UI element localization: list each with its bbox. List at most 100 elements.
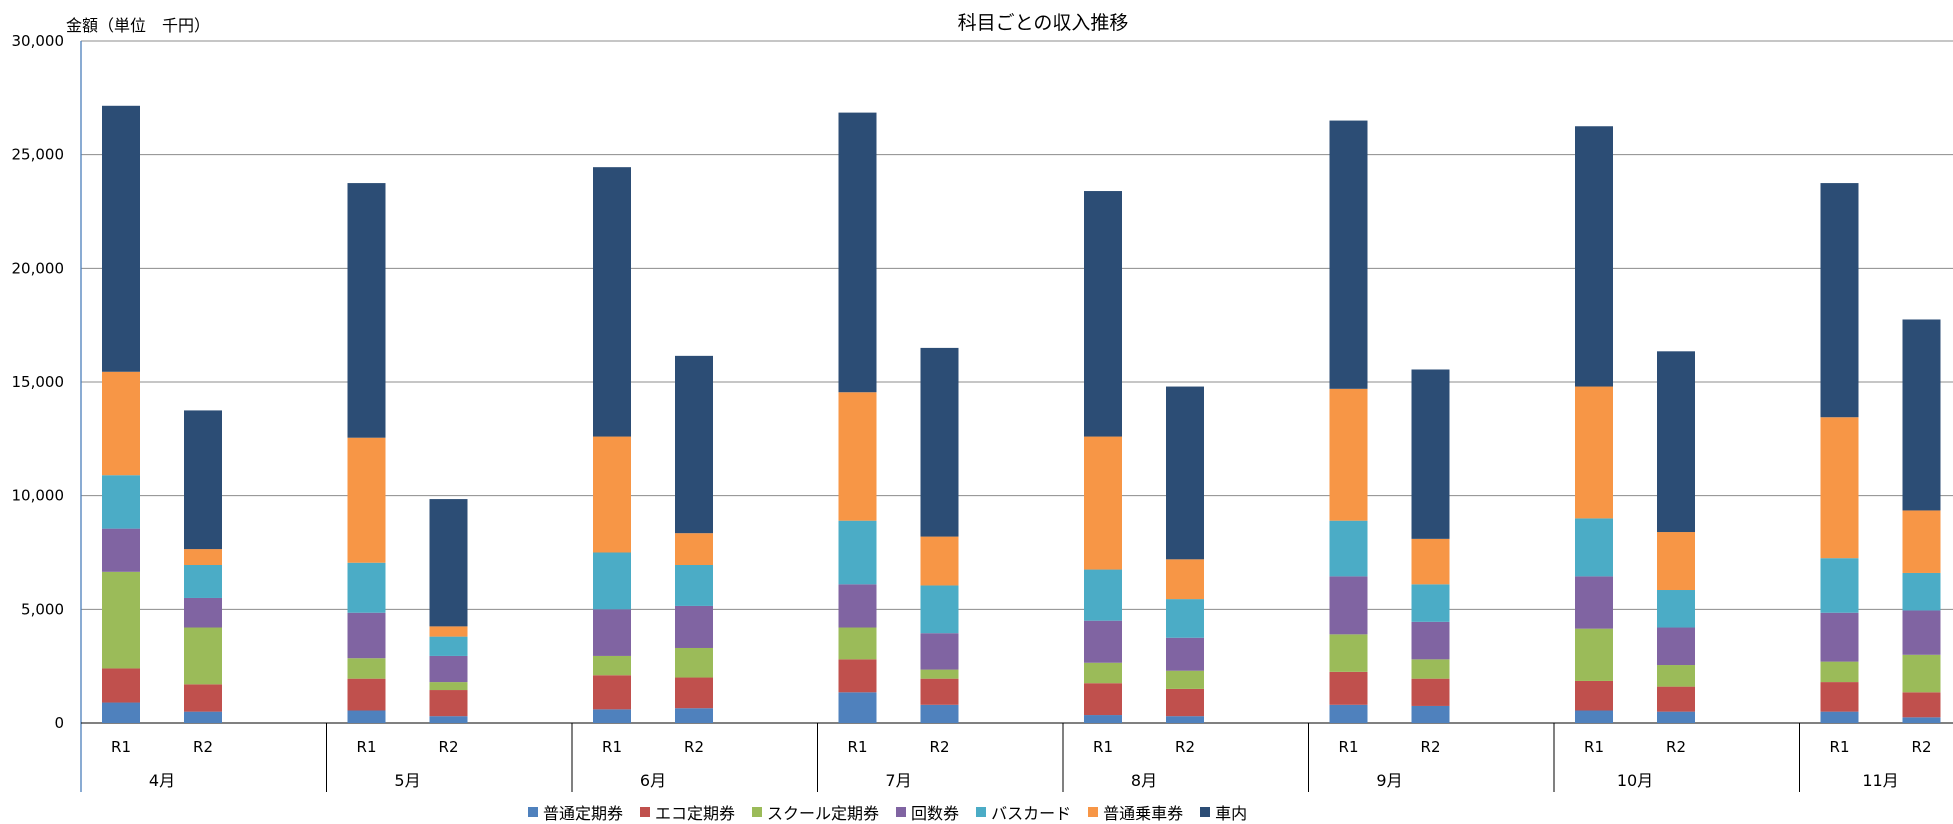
bar-segment xyxy=(593,709,631,723)
bar-segment xyxy=(838,584,877,628)
x-month-label: 9月 xyxy=(1376,771,1402,790)
legend-label: エコ定期券 xyxy=(655,804,736,823)
bar-segment xyxy=(429,636,468,656)
bar-segment xyxy=(1411,659,1450,679)
x-subcategory-label: R2 xyxy=(1912,738,1932,756)
legend-item: エコ定期券 xyxy=(640,800,735,824)
x-subcategory-label: R2 xyxy=(684,738,704,756)
x-subcategory-label: R1 xyxy=(848,738,868,756)
legend-label: 普通乗車券 xyxy=(1103,804,1184,823)
bar-segment xyxy=(1329,576,1368,635)
bar-segment xyxy=(347,678,386,711)
x-subcategory-label: R1 xyxy=(1339,738,1359,756)
bar-segment xyxy=(1575,126,1613,387)
x-subcategory-label: R1 xyxy=(111,738,131,756)
bar-segment xyxy=(1657,351,1695,533)
bar-segment xyxy=(1657,532,1695,591)
bar-segment xyxy=(1411,678,1450,706)
legend-item: 普通定期券 xyxy=(528,800,623,824)
bar-segment xyxy=(1902,510,1941,573)
bar-segment xyxy=(347,562,386,613)
bar-segment xyxy=(675,647,713,678)
x-month-label: 7月 xyxy=(885,771,911,790)
bar-segment xyxy=(1084,683,1122,716)
bar-segment xyxy=(675,355,713,534)
legend-item: 普通乗車券 xyxy=(1088,800,1183,824)
bar-segment xyxy=(1575,680,1613,711)
bar-segment xyxy=(1166,559,1204,600)
y-tick-label: 5,000 xyxy=(21,600,64,618)
bar-segment xyxy=(347,183,386,438)
x-month-label: 10月 xyxy=(1617,771,1653,790)
bar-segment xyxy=(1820,612,1859,662)
bar-segment xyxy=(1166,637,1204,671)
bar-segment xyxy=(347,710,386,723)
bar-segment xyxy=(675,708,713,723)
bar-segment xyxy=(1820,183,1859,418)
x-subcategory-label: R2 xyxy=(1175,738,1195,756)
bar-segment xyxy=(429,690,468,717)
y-tick-label: 15,000 xyxy=(12,373,65,391)
bar-segment xyxy=(1329,388,1368,521)
legend-label: 回数券 xyxy=(911,804,960,823)
bar-segment xyxy=(1329,634,1368,672)
x-month-label: 11月 xyxy=(1862,771,1898,790)
bar-segment xyxy=(184,565,222,598)
bar-segment xyxy=(1084,620,1122,663)
bar-segment xyxy=(429,655,468,683)
bar-segment xyxy=(1166,599,1204,638)
bar-segment xyxy=(184,410,222,550)
x-subcategory-label: R1 xyxy=(1093,738,1113,756)
bar-segment xyxy=(1820,558,1859,613)
bar-segment xyxy=(1657,627,1695,666)
x-subcategory-label: R1 xyxy=(1830,738,1850,756)
bar-segment xyxy=(1820,682,1859,712)
bar-segment xyxy=(102,571,140,669)
bar-segment xyxy=(184,684,222,712)
bar-segment xyxy=(920,669,959,679)
legend: 普通定期券 エコ定期券 スクール定期券 回数券 バスカード 普通乗車券 車内 xyxy=(528,800,1247,824)
legend-item: 回数券 xyxy=(896,800,959,824)
legend-label: 普通定期券 xyxy=(543,804,624,823)
legend-swatch xyxy=(1088,807,1099,817)
bar-segment xyxy=(1820,417,1859,559)
bar-segment xyxy=(1411,538,1450,585)
bar-segment xyxy=(184,711,222,723)
bar-segment xyxy=(838,692,877,723)
bar-segment xyxy=(593,675,631,710)
bar-segment xyxy=(102,371,140,476)
bar-segment xyxy=(593,655,631,676)
bar-segment xyxy=(838,112,877,393)
bar-segment xyxy=(920,585,959,634)
bar-segment xyxy=(1166,386,1204,560)
x-subcategory-label: R2 xyxy=(1421,738,1441,756)
bar-segment xyxy=(1575,518,1613,577)
bar-segment xyxy=(593,436,631,553)
bar-segment xyxy=(429,499,468,627)
x-month-label: 6月 xyxy=(640,771,666,790)
bar-segment xyxy=(429,682,468,691)
y-tick-label: 30,000 xyxy=(12,32,65,50)
bar-segment xyxy=(184,627,222,685)
bar-segment xyxy=(1575,386,1613,519)
bar-segment xyxy=(675,533,713,566)
y-axis-label: 金額（単位 千円） xyxy=(66,16,211,35)
bar-segment xyxy=(1329,520,1368,577)
bar-segment xyxy=(1902,610,1941,655)
y-tick-label: 25,000 xyxy=(12,146,65,164)
legend-label: バスカード xyxy=(991,804,1072,823)
x-subcategory-label: R1 xyxy=(357,738,377,756)
bar-segment xyxy=(1657,686,1695,712)
bar-segment xyxy=(1411,584,1450,622)
chart-title: 科目ごとの収入推移 xyxy=(957,12,1129,34)
bar-segment xyxy=(1329,671,1368,705)
bar-segment xyxy=(429,626,468,637)
bar-segment xyxy=(1902,654,1941,693)
bar-segment xyxy=(838,520,877,585)
bar-segment xyxy=(1084,662,1122,684)
legend-swatch xyxy=(752,807,763,817)
bar-segment xyxy=(920,704,959,723)
x-subcategory-label: R1 xyxy=(602,738,622,756)
bar-segment xyxy=(1166,716,1204,723)
legend-swatch xyxy=(896,807,907,817)
